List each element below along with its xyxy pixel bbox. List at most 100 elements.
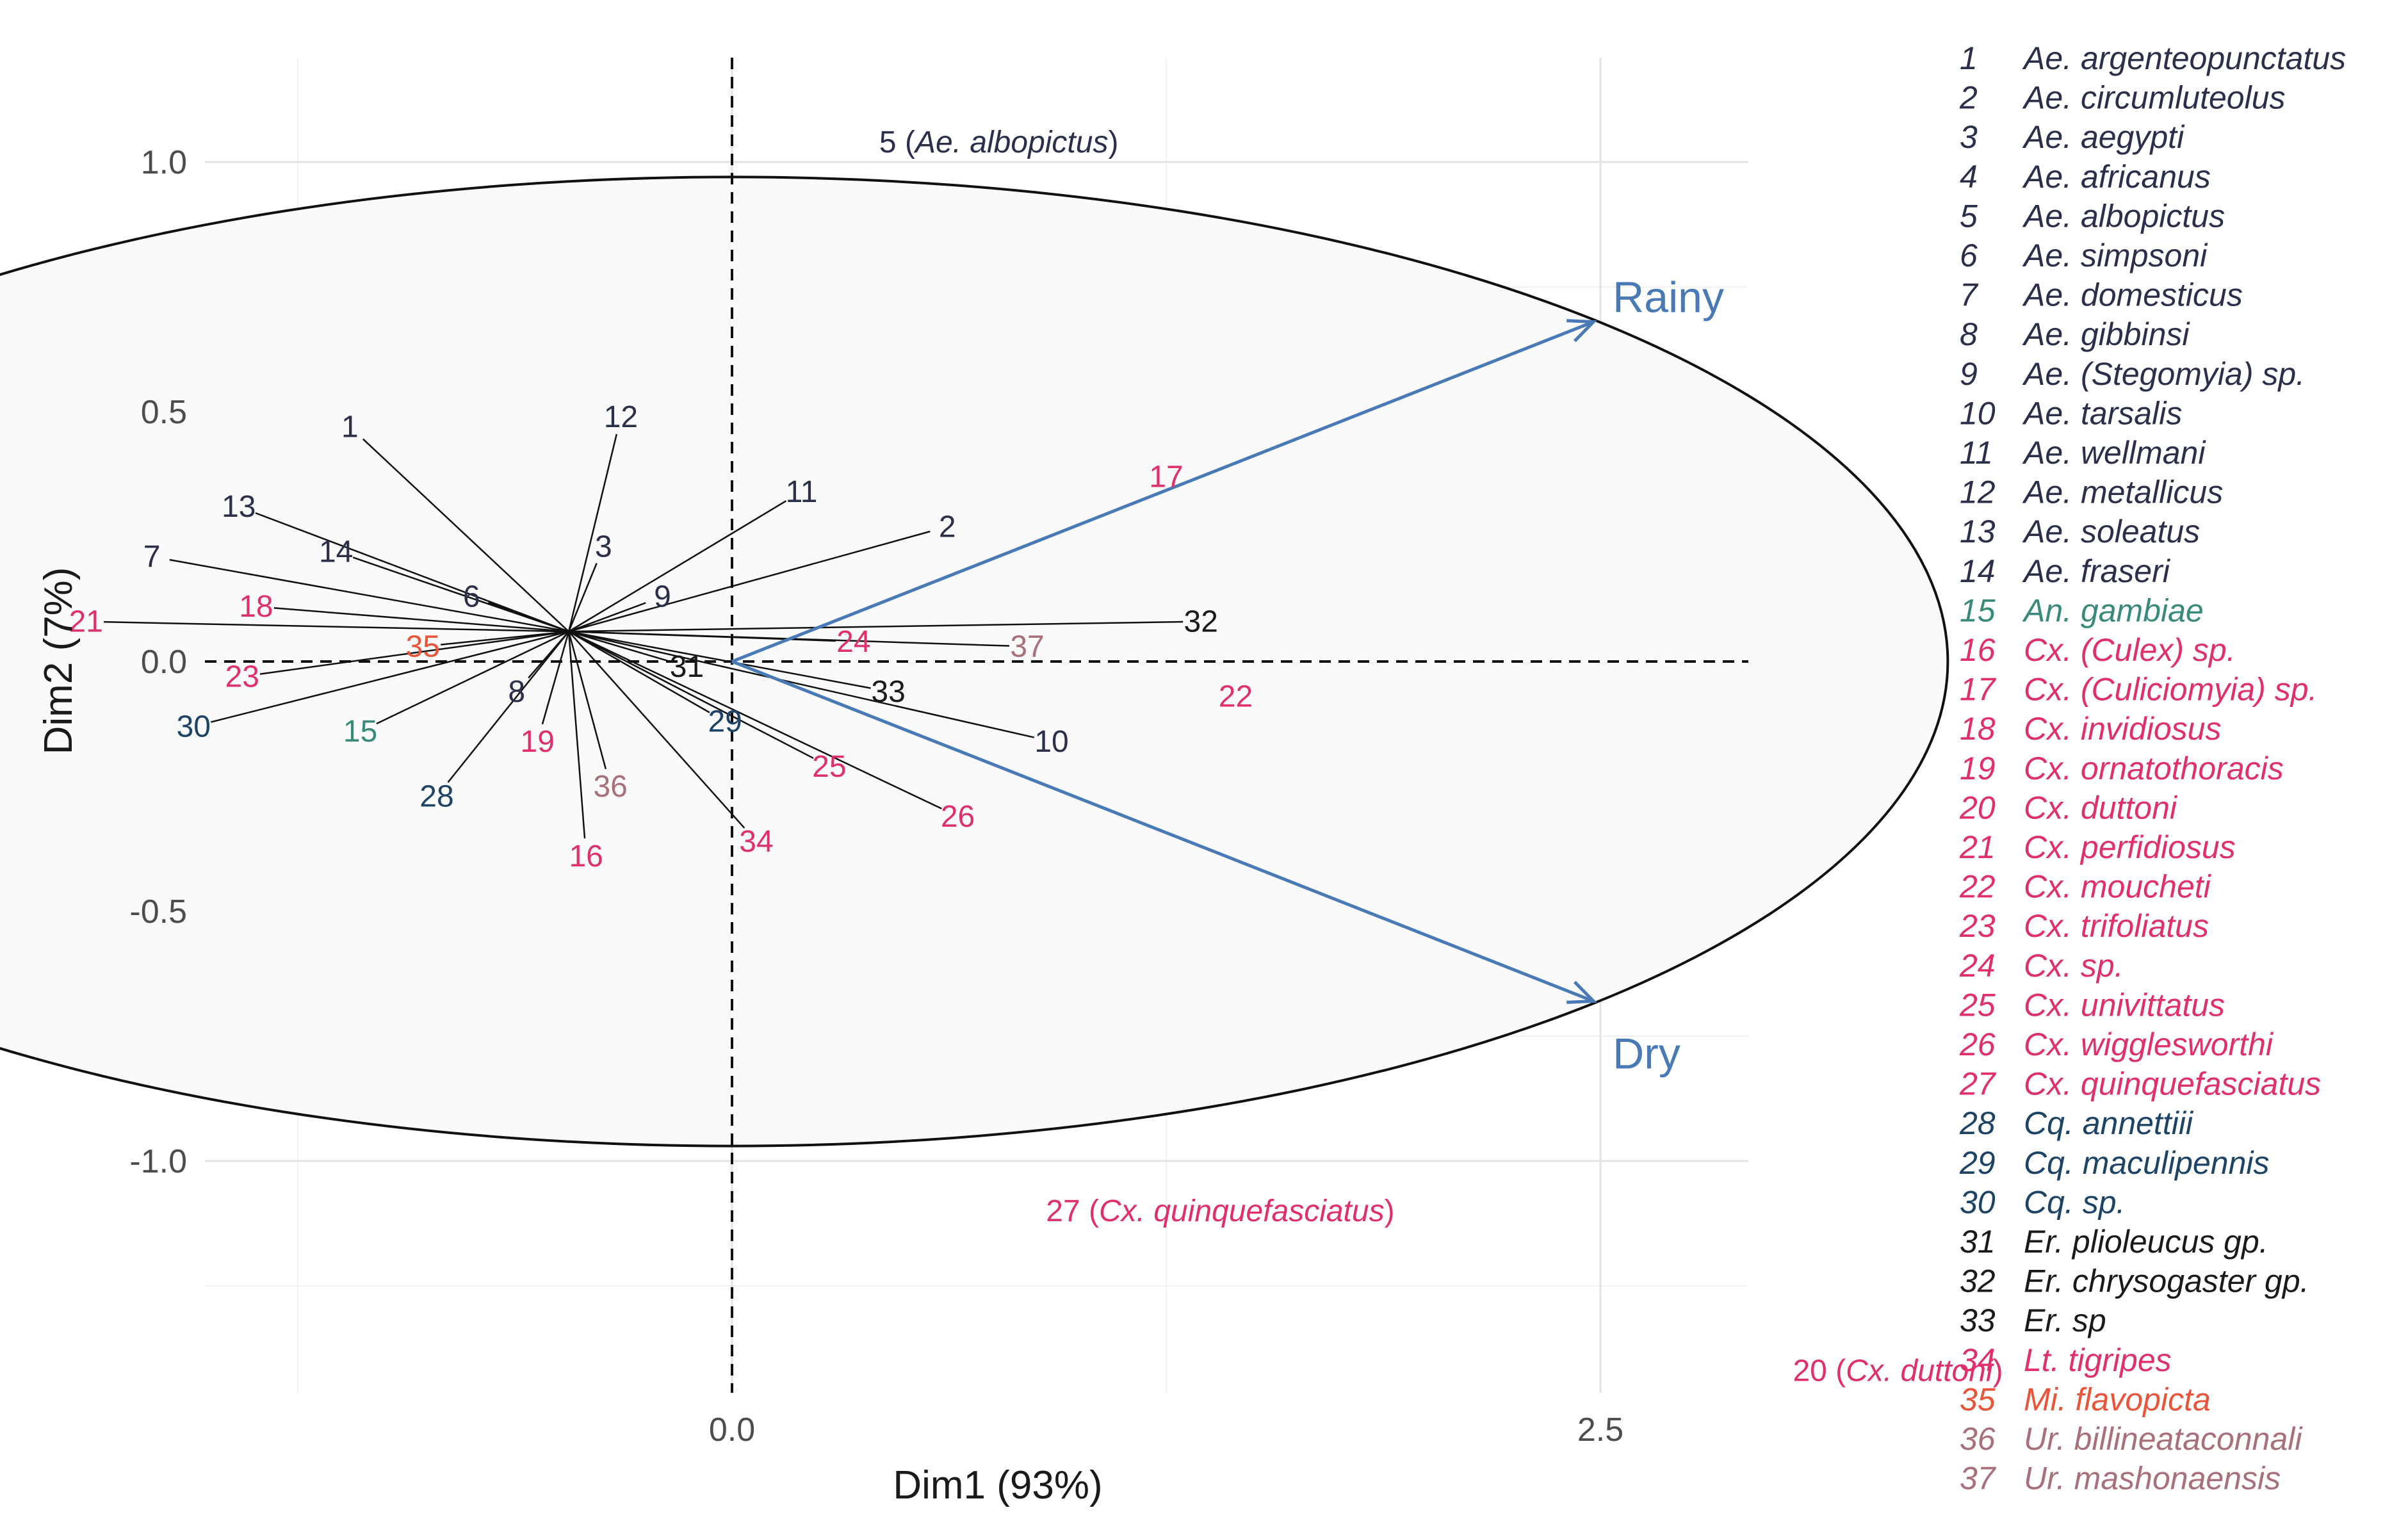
point-label-13: 13 — [222, 490, 256, 524]
leader-line-36 — [567, 631, 607, 770]
point-label-7: 7 — [143, 540, 161, 574]
legend-number-19: 19 — [1960, 751, 1996, 786]
legend-number-13: 13 — [1960, 514, 1996, 549]
point-label-15: 15 — [343, 715, 377, 749]
point-label-19: 19 — [521, 725, 555, 759]
legend-number-5: 5 — [1960, 198, 1978, 234]
legend-species-33: Er. sp — [2024, 1303, 2106, 1338]
y-tick-label: -1.0 — [129, 1143, 187, 1180]
leader-line-11 — [568, 500, 787, 633]
point-label-16: 16 — [569, 840, 603, 873]
legend-number-8: 8 — [1960, 316, 1978, 352]
leader-line-2 — [568, 530, 931, 633]
legend-species-25: Cx. univittatus — [2024, 987, 2225, 1023]
leader-line-7 — [169, 558, 569, 633]
legend-species-27: Cx. quinquefasciatus — [2024, 1066, 2321, 1102]
legend-number-10: 10 — [1960, 395, 1996, 431]
outlier-label-5: 5 (Ae. albopictus) — [879, 126, 1119, 159]
leader-line-21 — [104, 621, 569, 633]
point-label-35: 35 — [406, 630, 440, 664]
leader-line-26 — [568, 631, 942, 809]
legend-species-18: Cx. invidiosus — [2024, 711, 2221, 747]
point-label-31: 31 — [670, 650, 704, 684]
point-label-32: 32 — [1184, 605, 1218, 639]
leader-line-34 — [568, 631, 745, 829]
leader-line-23 — [259, 630, 569, 675]
legend-species-23: Cx. trifoliatus — [2024, 908, 2209, 944]
legend-species-11: Ae. wellmani — [2022, 435, 2206, 471]
leader-line-18 — [273, 607, 569, 633]
point-label-10: 10 — [1034, 725, 1068, 759]
legend-number-4: 4 — [1960, 159, 1978, 195]
species-legend: 1 Ae. argenteopunctatus 2 Ae. circumluteolu… — [1959, 40, 2346, 1497]
leader-line-14 — [352, 556, 569, 633]
legend-number-18: 18 — [1960, 711, 1996, 747]
arrow-label-dry: Dry — [1613, 1029, 1680, 1078]
point-label-28: 28 — [419, 780, 453, 814]
leader-line-32 — [569, 621, 1184, 633]
legend-species-2: Ae. circumluteolus — [2022, 80, 2286, 116]
legend-number-6: 6 — [1960, 238, 1978, 273]
point-label-33: 33 — [871, 675, 905, 709]
legend-number-1: 1 — [1960, 40, 1978, 76]
point-label-30: 30 — [177, 710, 211, 743]
point-label-3: 3 — [595, 530, 612, 564]
point-label-23: 23 — [225, 660, 259, 694]
y-tick-label: 0.0 — [141, 644, 187, 681]
legend-number-28: 28 — [1959, 1105, 1996, 1141]
species-point-labels: 1236789101112131415161718192122232425262… — [69, 400, 1253, 873]
legend-number-37: 37 — [1960, 1461, 1997, 1497]
legend-number-35: 35 — [1960, 1381, 1996, 1417]
legend-species-19: Cx. ornatothoracis — [2024, 751, 2284, 786]
legend-number-34: 34 — [1960, 1342, 1996, 1378]
leader-line-3 — [567, 563, 598, 632]
season-arrows: Rainy Dry — [731, 273, 1724, 1078]
leader-line-16 — [567, 631, 586, 839]
leader-line-28 — [447, 631, 570, 783]
axis-tick-labels: -2.50.02.55.0-1.0-0.50.00.51.0 — [129, 144, 1623, 1449]
point-label-18: 18 — [239, 590, 273, 624]
legend-species-13: Ae. soleatus — [2022, 514, 2200, 549]
legend-species-22: Cx. moucheti — [2024, 869, 2212, 905]
legend-number-22: 22 — [1959, 869, 1996, 905]
leader-line-9 — [568, 602, 646, 633]
point-label-9: 9 — [654, 580, 671, 614]
legend-species-28: Cq. annettiii — [2024, 1105, 2194, 1141]
point-label-17: 17 — [1149, 460, 1183, 494]
legend-species-20: Cx. duttoni — [2024, 790, 2178, 825]
x-tick-label: 2.5 — [1577, 1411, 1623, 1449]
point-label-26: 26 — [941, 800, 975, 834]
legend-species-16: Cx. (Culex) sp. — [2024, 632, 2236, 668]
outlier-label-27: 27 (Cx. quinquefasciatus) — [1046, 1194, 1394, 1228]
legend-number-20: 20 — [1959, 790, 1996, 825]
legend-species-34: Lt. tigripes — [2024, 1342, 2172, 1378]
legend-number-31: 31 — [1960, 1224, 1996, 1260]
legend-species-31: Er. plioleucus gp. — [2024, 1224, 2268, 1260]
x-tick-label: 0.0 — [709, 1411, 755, 1449]
legend-number-33: 33 — [1960, 1303, 1996, 1338]
point-label-34: 34 — [739, 825, 773, 859]
point-label-6: 6 — [463, 580, 480, 614]
legend-number-29: 29 — [1959, 1145, 1996, 1181]
point-label-11: 11 — [786, 475, 818, 509]
legend-number-36: 36 — [1960, 1421, 1996, 1457]
legend-species-32: Er. chrysogaster gp. — [2024, 1263, 2309, 1299]
legend-species-6: Ae. simpsoni — [2022, 238, 2208, 273]
point-label-21: 21 — [69, 605, 102, 639]
legend-species-15: An. gambiae — [2022, 592, 2204, 628]
legend-number-27: 27 — [1959, 1066, 1997, 1102]
arrow-rainy-head — [1566, 319, 1597, 343]
legend-species-4: Ae. africanus — [2022, 159, 2211, 195]
legend-number-24: 24 — [1959, 948, 1996, 984]
legend-species-30: Cq. sp. — [2024, 1184, 2125, 1220]
point-label-24: 24 — [836, 625, 870, 659]
legend-number-11: 11 — [1960, 435, 1993, 471]
legend-number-17: 17 — [1960, 672, 1997, 708]
leader-line-19 — [541, 631, 570, 725]
leader-line-15 — [376, 631, 569, 725]
legend-species-35: Mi. flavopicta — [2024, 1381, 2211, 1417]
point-label-1: 1 — [341, 410, 359, 444]
arrow-dry-shaft — [731, 660, 1595, 1003]
y-axis-title: Dim2 (7%) — [37, 567, 81, 755]
legend-species-10: Ae. tarsalis — [2022, 395, 2182, 431]
